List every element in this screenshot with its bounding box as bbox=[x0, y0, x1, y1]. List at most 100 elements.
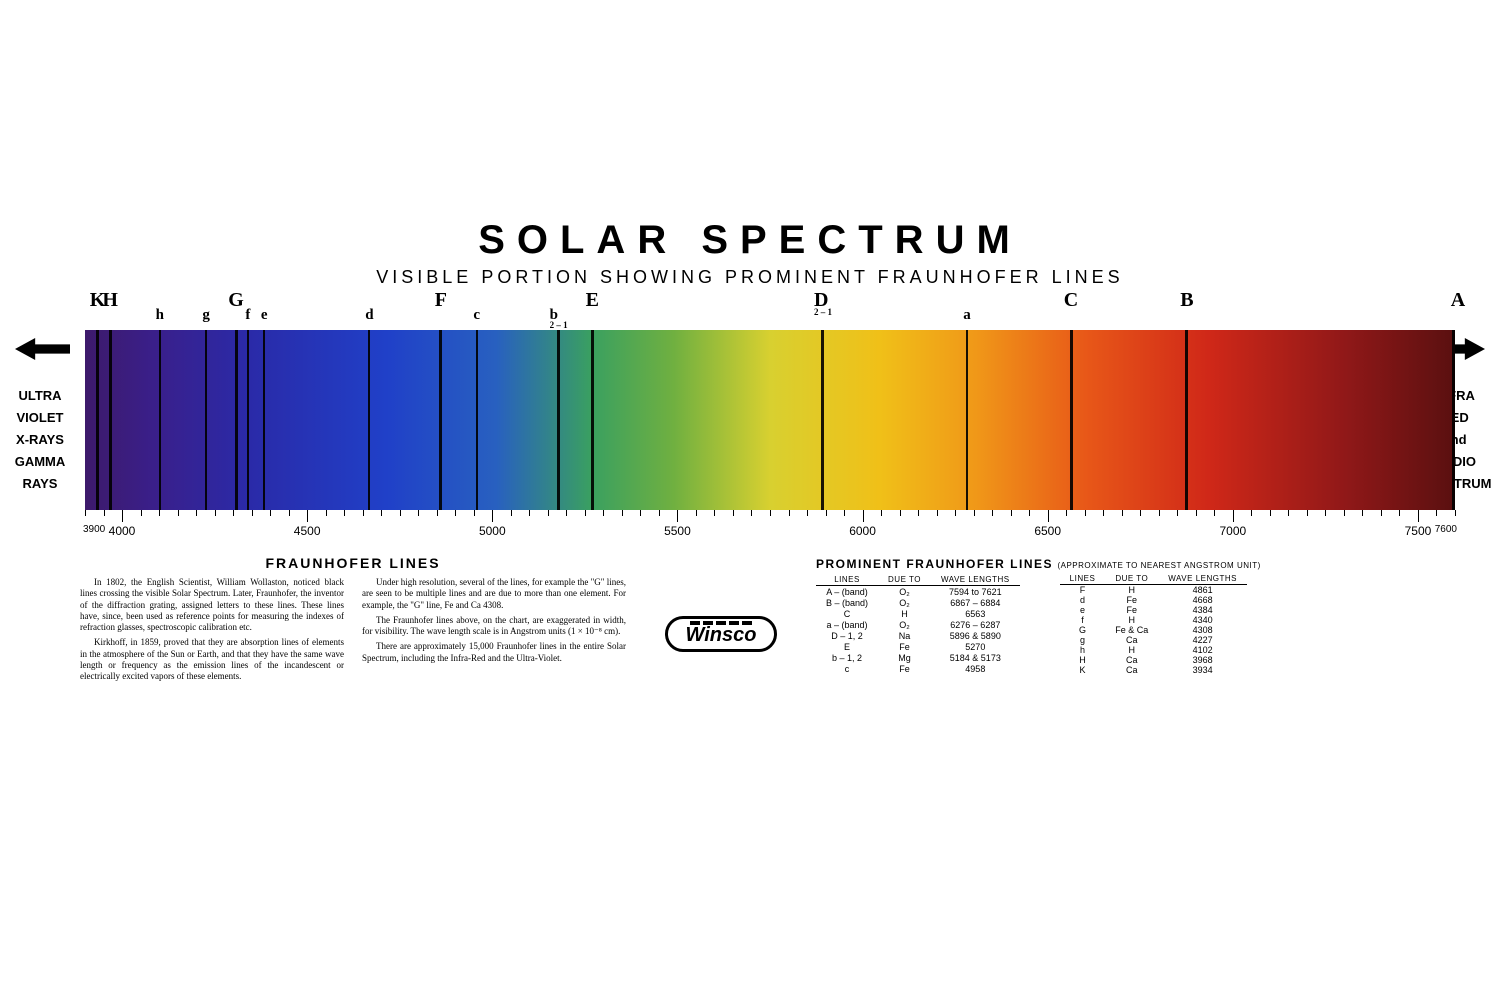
tick bbox=[1307, 510, 1308, 516]
side-label: GAMMA bbox=[10, 451, 70, 473]
tick bbox=[122, 510, 123, 522]
table-row: GFe & Ca4308 bbox=[1060, 625, 1247, 635]
tick bbox=[178, 510, 179, 516]
tick bbox=[1048, 510, 1049, 522]
table-cell: f bbox=[1060, 615, 1106, 625]
table-row: dFe4668 bbox=[1060, 595, 1247, 605]
fraunhofer-label-h: h bbox=[156, 308, 164, 323]
table-cell: g bbox=[1060, 635, 1106, 645]
table-cell: 5270 bbox=[931, 642, 1020, 653]
table-header: LINES bbox=[816, 573, 878, 586]
table-cell: O₂ bbox=[878, 620, 931, 631]
tick bbox=[1362, 510, 1363, 516]
winsco-logo: Winsco bbox=[665, 616, 778, 652]
table-cell: 6867 – 6884 bbox=[931, 597, 1020, 608]
table-cell: Fe bbox=[878, 664, 931, 675]
tick bbox=[1196, 510, 1197, 516]
spectrum-chart: ULTRAVIOLETX-RAYSGAMMARAYS INFRAREDandRA… bbox=[0, 290, 1500, 550]
tick-label: 6500 bbox=[1034, 524, 1061, 538]
tick bbox=[326, 510, 327, 516]
tick bbox=[1251, 510, 1252, 516]
table-cell: B – (band) bbox=[816, 597, 878, 608]
tick bbox=[566, 510, 567, 516]
tick bbox=[751, 510, 752, 516]
tick bbox=[863, 510, 864, 522]
table-cell: F bbox=[1060, 585, 1106, 596]
fraunhofer-label-G: G bbox=[228, 290, 244, 310]
table-cell: Fe & Ca bbox=[1105, 625, 1158, 635]
table-cell: G bbox=[1060, 625, 1106, 635]
tick-label: 5000 bbox=[479, 524, 506, 538]
fraunhofer-table-left: LINESDUE TOWAVE LENGTHSA – (band)O₂7594 … bbox=[816, 573, 1020, 675]
tick bbox=[714, 510, 715, 516]
fraunhofer-line-G bbox=[235, 330, 238, 510]
tick bbox=[363, 510, 364, 516]
table-cell: C bbox=[816, 608, 878, 619]
table-cell: Fe bbox=[1105, 605, 1158, 615]
paragraph: In 1802, the English Scientist, William … bbox=[80, 577, 344, 633]
tick bbox=[1455, 510, 1456, 516]
table-cell: 3934 bbox=[1158, 665, 1247, 675]
tick bbox=[307, 510, 308, 522]
tick bbox=[900, 510, 901, 516]
fraunhofer-line-B bbox=[1185, 330, 1188, 510]
fraunhofer-label-D: D2 – 1 bbox=[814, 290, 832, 317]
tick bbox=[640, 510, 641, 516]
fraunhofer-line-g bbox=[205, 330, 207, 510]
table-row: hH4102 bbox=[1060, 645, 1247, 655]
table-cell: H bbox=[1105, 645, 1158, 655]
table-cell: 4668 bbox=[1158, 595, 1247, 605]
logo-text: Winsco bbox=[686, 625, 757, 645]
tick bbox=[1159, 510, 1160, 516]
paragraph: Under high resolution, several of the li… bbox=[362, 577, 626, 611]
tick bbox=[437, 510, 438, 516]
paragraph: The Fraunhofer lines above, on the chart… bbox=[362, 615, 626, 638]
tick bbox=[1103, 510, 1104, 516]
solar-spectrum-diagram: SOLAR SPECTRUM VISIBLE PORTION SHOWING P… bbox=[0, 0, 1500, 1000]
tick bbox=[659, 510, 660, 516]
table-cell: 5896 & 5890 bbox=[931, 631, 1020, 642]
table-row: A – (band)O₂7594 to 7621 bbox=[816, 586, 1020, 598]
table-title-row: PROMINENT FRAUNHOFER LINES (APPROXIMATE … bbox=[816, 555, 1440, 573]
table-cell: 6563 bbox=[931, 608, 1020, 619]
side-label: VIOLET bbox=[10, 407, 70, 429]
tick bbox=[1325, 510, 1326, 516]
tick bbox=[696, 510, 697, 516]
table-cell: H bbox=[1105, 615, 1158, 625]
table-row: a – (band)O₂6276 – 6287 bbox=[816, 620, 1020, 631]
tick bbox=[1270, 510, 1271, 516]
table-row: CH6563 bbox=[816, 608, 1020, 619]
tick bbox=[826, 510, 827, 516]
spectrum-gradient bbox=[85, 330, 1455, 510]
fraunhofer-label-f: f bbox=[245, 308, 250, 323]
fraunhofer-line-h bbox=[159, 330, 161, 510]
tick bbox=[381, 510, 382, 516]
subtitle: VISIBLE PORTION SHOWING PROMINENT FRAUNH… bbox=[0, 267, 1500, 288]
table-cell: 4227 bbox=[1158, 635, 1247, 645]
tick bbox=[455, 510, 456, 516]
table-cell: O₂ bbox=[878, 586, 931, 598]
tick bbox=[492, 510, 493, 522]
fraunhofer-label-H: H bbox=[102, 290, 118, 310]
tick bbox=[881, 510, 882, 516]
table-cell: c bbox=[816, 664, 878, 675]
fraunhofer-line-E bbox=[591, 330, 594, 510]
tick bbox=[733, 510, 734, 516]
fraunhofer-label-g: g bbox=[202, 308, 210, 323]
fraunhofer-label-a: a bbox=[963, 308, 971, 323]
tick bbox=[1122, 510, 1123, 516]
fraunhofer-line-b bbox=[557, 330, 560, 510]
fraunhofer-line-K bbox=[96, 330, 99, 510]
scale-end-left: 3900 bbox=[83, 524, 105, 535]
tick bbox=[474, 510, 475, 516]
tick-label: 4500 bbox=[294, 524, 321, 538]
table-cell: 4384 bbox=[1158, 605, 1247, 615]
fraunhofer-line-c bbox=[476, 330, 478, 510]
fraunhofer-label-B: B bbox=[1180, 290, 1193, 310]
table-cell: 6276 – 6287 bbox=[931, 620, 1020, 631]
table-row: EFe5270 bbox=[816, 642, 1020, 653]
table-row: KCa3934 bbox=[1060, 665, 1247, 675]
fraunhofer-line-d bbox=[368, 330, 370, 510]
table-row: fH4340 bbox=[1060, 615, 1247, 625]
table-cell: Fe bbox=[1105, 595, 1158, 605]
